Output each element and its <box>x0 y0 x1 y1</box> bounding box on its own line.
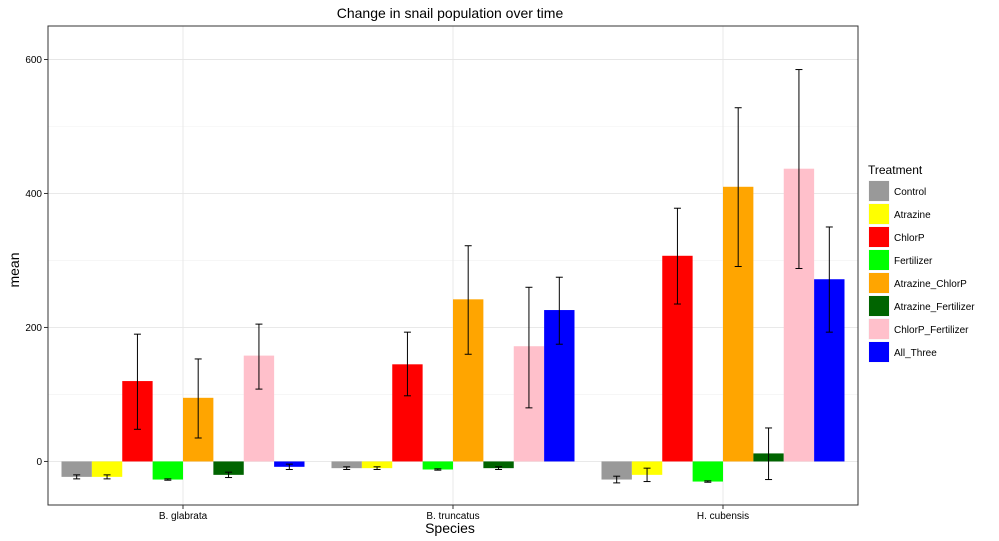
legend-swatch <box>869 273 889 293</box>
legend-title: Treatment <box>868 163 923 177</box>
legend-swatch <box>869 181 889 201</box>
bar <box>331 461 362 469</box>
legend-label: Fertilizer <box>894 256 933 267</box>
legend-swatch <box>869 296 889 316</box>
x-tick-label: B. glabrata <box>159 511 208 522</box>
y-tick-label: 200 <box>25 323 42 334</box>
bar <box>361 461 393 469</box>
legend: Treatment Control Atrazine ChlorP Fertilize… <box>867 163 975 364</box>
y-tick-label: 0 <box>36 457 42 468</box>
bar <box>601 461 632 480</box>
legend-swatch <box>869 319 889 339</box>
bar <box>152 461 183 480</box>
legend-label: ChlorP <box>894 233 925 244</box>
x-tick-label: B. truncatus <box>426 511 479 522</box>
bar <box>692 461 723 482</box>
bar <box>91 461 123 477</box>
legend-swatch <box>869 250 889 270</box>
legend-label: ChlorP_Fertilizer <box>894 325 969 336</box>
y-axis: 0 200 400 600 <box>25 55 48 468</box>
bar <box>61 461 92 477</box>
legend-swatch <box>869 227 889 247</box>
legend-swatch <box>869 342 889 362</box>
legend-label: Atrazine <box>894 210 931 221</box>
bar <box>422 461 453 470</box>
x-axis-title: Species <box>425 520 475 536</box>
y-axis-title: mean <box>6 252 22 287</box>
bar <box>483 461 514 469</box>
x-tick-label: H. cubensis <box>697 511 749 522</box>
legend-label: All_Three <box>894 348 937 359</box>
legend-label: Control <box>894 187 926 198</box>
legend-label: Atrazine_Fertilizer <box>894 302 975 313</box>
y-tick-label: 400 <box>25 189 42 200</box>
plot-panel <box>47 25 859 506</box>
y-tick-label: 600 <box>25 55 42 66</box>
bar <box>213 461 244 475</box>
legend-label: Atrazine_ChlorP <box>894 279 967 290</box>
x-axis: B. glabrata B. truncatus H. cubensis <box>159 505 749 522</box>
error-bars <box>73 69 833 484</box>
chart-title: Change in snail population over time <box>337 5 564 21</box>
legend-swatch <box>869 204 889 224</box>
